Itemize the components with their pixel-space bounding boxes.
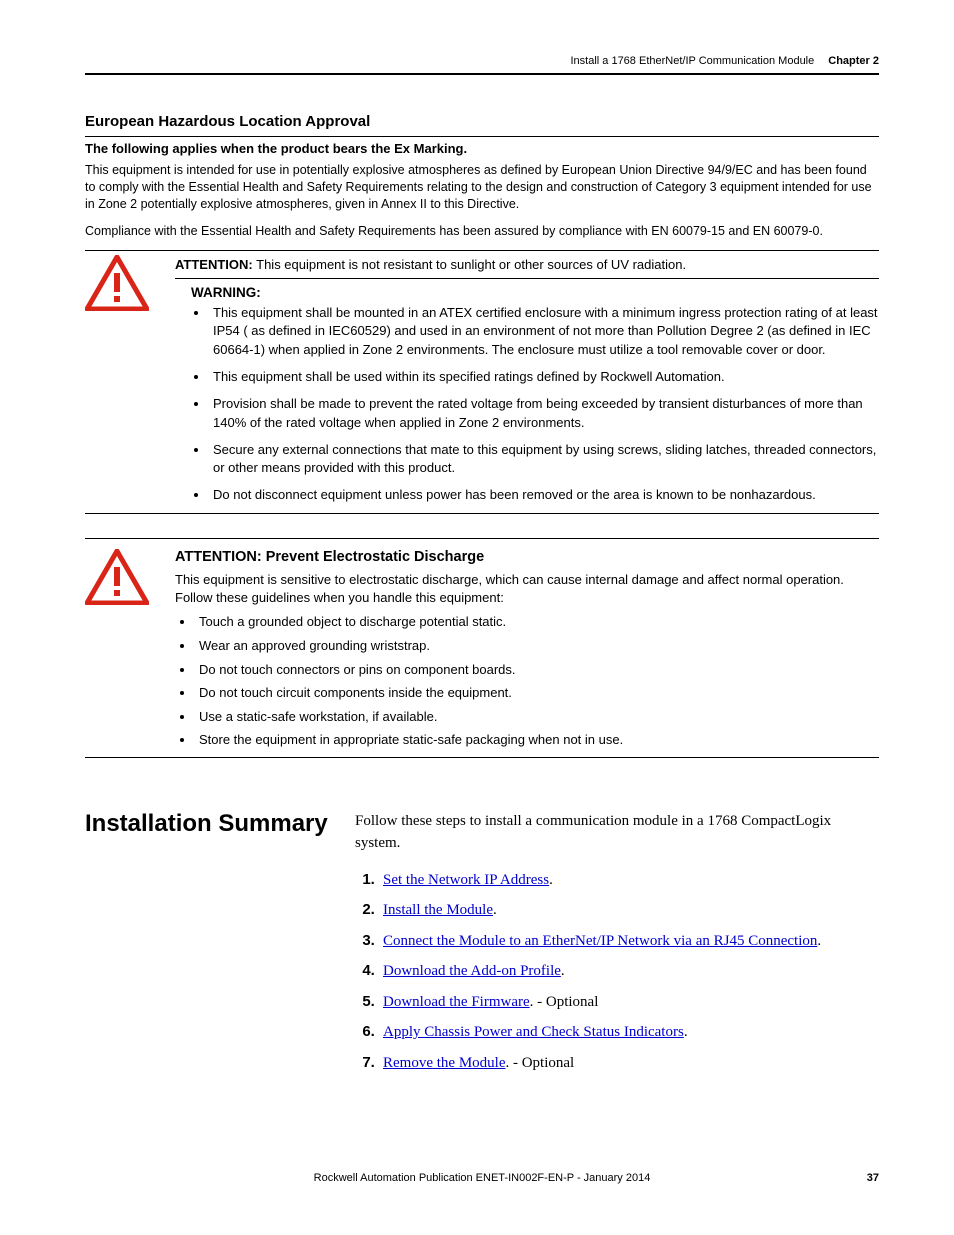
esd-item: Wear an approved grounding wriststrap. <box>195 637 879 655</box>
step-link[interactable]: Set the Network IP Address <box>383 872 549 888</box>
step-link[interactable]: Connect the Module to an EtherNet/IP Net… <box>383 933 817 949</box>
warning-item: This equipment shall be mounted in an AT… <box>209 304 879 361</box>
step-link[interactable]: Remove the Module <box>383 1055 505 1071</box>
footer-text: Rockwell Automation Publication ENET-IN0… <box>314 1172 651 1184</box>
warning-icon <box>85 251 175 311</box>
warning-item: This equipment shall be used within its … <box>209 368 879 387</box>
esd-item: Use a static-safe workstation, if availa… <box>195 708 879 726</box>
step-link[interactable]: Apply Chassis Power and Check Status Ind… <box>383 1024 684 1040</box>
page-footer: Rockwell Automation Publication ENET-IN0… <box>85 1172 879 1184</box>
install-heading: Installation Summary <box>85 810 355 838</box>
esd-list: Touch a grounded object to discharge pot… <box>175 613 879 748</box>
warning-item: Secure any external connections that mat… <box>209 441 879 479</box>
warning-item: Provision shall be made to prevent the r… <box>209 395 879 433</box>
install-steps: Set the Network IP Address. Install the … <box>355 869 879 1075</box>
euro-title: European Hazardous Location Approval <box>85 113 879 130</box>
warning-icon <box>85 549 175 757</box>
esd-item: Store the equipment in appropriate stati… <box>195 731 879 749</box>
header-doc-title: Install a 1768 EtherNet/IP Communication… <box>570 55 814 67</box>
euro-p1: This equipment is intended for use in po… <box>85 162 879 213</box>
install-step: Download the Add-on Profile. <box>379 960 879 983</box>
install-step: Set the Network IP Address. <box>379 869 879 892</box>
esd-item: Do not touch connectors or pins on compo… <box>195 661 879 679</box>
esd-intro: This equipment is sensitive to electrost… <box>175 571 879 607</box>
installation-summary: Installation Summary Follow these steps … <box>85 810 879 1083</box>
install-step: Remove the Module. - Optional <box>379 1052 879 1075</box>
install-step: Connect the Module to an EtherNet/IP Net… <box>379 930 879 953</box>
warning-list: This equipment shall be mounted in an AT… <box>175 304 879 506</box>
warning-title: WARNING: <box>175 285 879 300</box>
warning-item: Do not disconnect equipment unless power… <box>209 486 879 505</box>
step-link[interactable]: Install the Module <box>383 902 493 918</box>
install-step: Install the Module. <box>379 899 879 922</box>
install-step: Apply Chassis Power and Check Status Ind… <box>379 1021 879 1044</box>
esd-item: Do not touch circuit components inside t… <box>195 684 879 702</box>
attention-uv: ATTENTION: This equipment is not resista… <box>175 251 879 279</box>
esd-box: ATTENTION: Prevent Electrostatic Dischar… <box>85 538 879 757</box>
step-link[interactable]: Download the Add-on Profile <box>383 963 561 979</box>
esd-item: Touch a grounded object to discharge pot… <box>195 613 879 631</box>
footer-page-number: 37 <box>867 1172 879 1184</box>
attention-warning-box: ATTENTION: This equipment is not resista… <box>85 250 879 515</box>
install-step: Download the Firmware. - Optional <box>379 991 879 1014</box>
step-link[interactable]: Download the Firmware <box>383 994 530 1010</box>
euro-p2: Compliance with the Essential Health and… <box>85 223 879 240</box>
header-chapter: Chapter 2 <box>828 55 879 67</box>
install-intro: Follow these steps to install a communic… <box>355 810 879 855</box>
esd-title: ATTENTION: Prevent Electrostatic Dischar… <box>175 549 879 565</box>
euro-subtitle: The following applies when the product b… <box>85 136 879 156</box>
page-header: Install a 1768 EtherNet/IP Communication… <box>85 55 879 73</box>
